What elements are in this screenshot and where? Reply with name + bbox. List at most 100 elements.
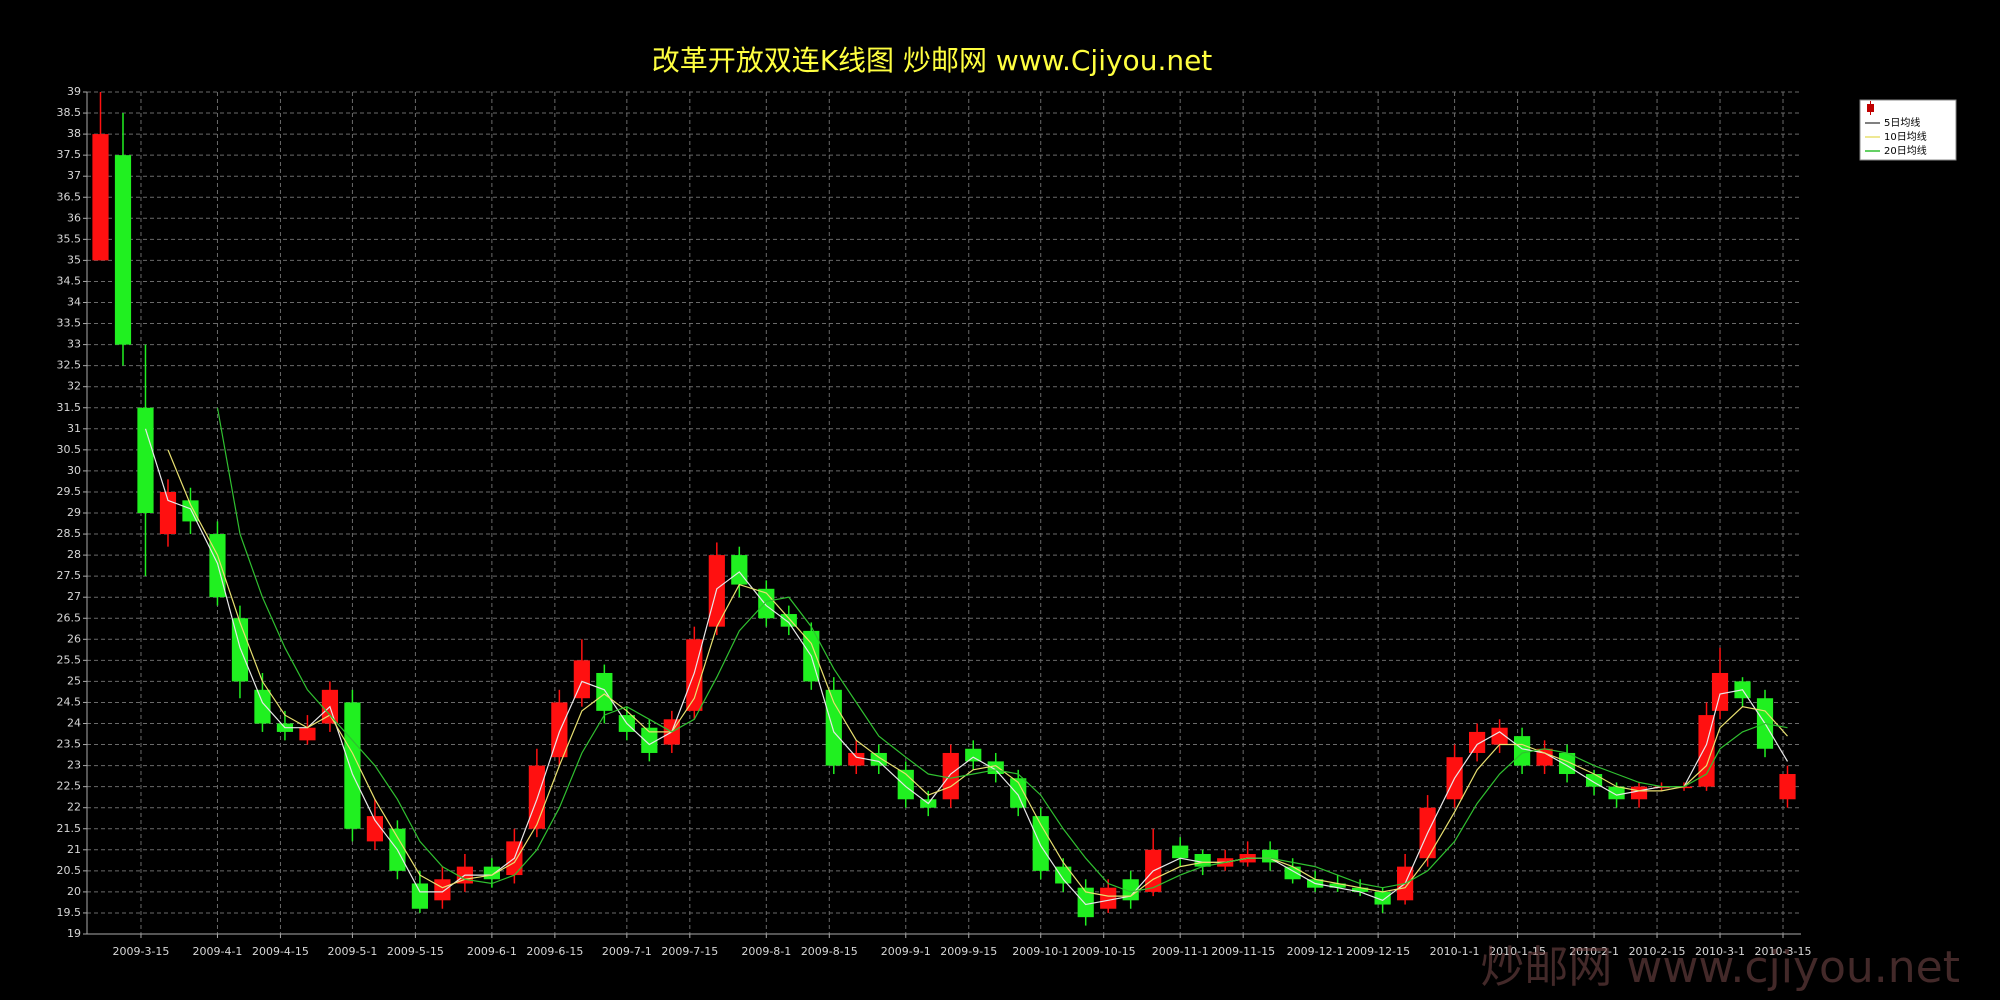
candle-body [758, 588, 775, 619]
candle-body [483, 866, 500, 880]
candle-body [942, 752, 959, 800]
y-tick-label: 36 [67, 211, 81, 224]
candle-body [1284, 866, 1301, 880]
candle-body [1585, 774, 1603, 787]
x-tick-label: 2009-7-15 [661, 945, 718, 958]
legend-label: 5日均线 [1884, 116, 1920, 129]
y-tick-label: 21 [67, 843, 81, 856]
candle-body [344, 702, 361, 829]
y-tick-label: 24 [67, 717, 81, 730]
y-tick-label: 31 [67, 422, 81, 435]
x-tick-label: 2010-3-15 [1755, 945, 1812, 958]
x-tick-label: 2009-5-15 [387, 945, 444, 958]
legend-label: 10日均线 [1884, 130, 1927, 143]
y-tick-label: 29.5 [57, 485, 82, 498]
candle-body [641, 727, 658, 753]
x-tick-label: 2009-10-1 [1012, 945, 1069, 958]
x-tick-label: 2009-6-15 [526, 945, 583, 958]
x-tick-label: 2010-3-1 [1695, 945, 1745, 958]
y-tick-label: 34 [67, 296, 81, 309]
y-tick-label: 29 [67, 506, 81, 519]
candle-body [1329, 883, 1346, 888]
candle-body [1374, 891, 1391, 905]
candle-body [114, 155, 132, 345]
candle-body [1077, 887, 1094, 918]
y-tick-label: 28.5 [57, 527, 82, 540]
y-tick-label: 21.5 [57, 822, 82, 835]
x-tick-label: 2009-9-1 [881, 945, 931, 958]
ma-line [167, 449, 1788, 897]
y-tick-label: 19 [67, 927, 81, 940]
candle-body [870, 752, 887, 766]
x-tick-label: 2009-12-15 [1346, 945, 1410, 958]
candle-body [92, 134, 109, 261]
y-tick-label: 36.5 [57, 190, 82, 203]
candle-body [137, 407, 154, 513]
chart-title: 改革开放双连K线图 炒邮网 www.Cjiyou.net [652, 44, 1213, 77]
candle-body [528, 765, 545, 829]
y-tick-label: 25.5 [57, 653, 82, 666]
candle-body [1513, 736, 1531, 766]
x-tick-label: 2009-5-1 [327, 945, 377, 958]
candle-body [1468, 731, 1486, 753]
y-tick-label: 26 [67, 632, 81, 645]
legend-box [1859, 99, 1957, 161]
candle-body [1032, 816, 1049, 871]
candle-body [848, 752, 865, 766]
y-tick-label: 22 [67, 801, 81, 814]
ma-line [144, 428, 1789, 906]
y-tick-label: 26.5 [57, 611, 82, 624]
x-tick-label: 2009-4-1 [192, 945, 242, 958]
y-tick-label: 35.5 [57, 232, 82, 245]
y-tick-label: 39 [67, 85, 81, 98]
legend-label: 20日均线 [1884, 144, 1927, 157]
y-tick-label: 33.5 [57, 317, 82, 330]
y-tick-label: 23.5 [57, 738, 82, 751]
x-tick-label: 2009-8-15 [801, 945, 858, 958]
candle-body [434, 879, 451, 901]
candle-body [1630, 786, 1648, 800]
candle-body [1491, 727, 1508, 745]
y-tick-label: 38.5 [57, 106, 82, 119]
candle-body [1352, 887, 1369, 892]
candle-body [731, 555, 748, 585]
candle-body [1536, 748, 1553, 766]
y-tick-label: 35 [67, 253, 81, 266]
y-tick-label: 23 [67, 759, 81, 772]
x-tick-label: 2010-1-15 [1489, 945, 1546, 958]
y-tick-label: 34.5 [57, 274, 82, 287]
candle-body [1194, 854, 1211, 867]
x-tick-label: 2009-8-1 [741, 945, 791, 958]
candle-body [254, 689, 271, 724]
candle-body [987, 761, 1004, 775]
candle-body [1675, 786, 1693, 789]
y-tick-label: 25 [67, 674, 81, 687]
y-tick-label: 38 [67, 127, 81, 140]
x-tick-label: 2009-9-15 [940, 945, 997, 958]
y-tick-label: 37.5 [57, 148, 82, 161]
x-tick-label: 2009-11-15 [1211, 945, 1275, 958]
x-tick-label: 2009-7-1 [602, 945, 652, 958]
watermark: 炒邮网 www.cjiyou.net [1480, 942, 1960, 993]
y-tick-label: 30.5 [57, 443, 82, 456]
candle-body [366, 816, 384, 842]
y-tick-label: 37 [67, 169, 81, 182]
y-tick-label: 27.5 [57, 569, 82, 582]
y-tick-label: 20.5 [57, 864, 82, 877]
candle-body [1711, 672, 1729, 711]
x-tick-label: 2009-4-15 [252, 945, 309, 958]
candle-body [1100, 887, 1117, 909]
candle-body [299, 727, 316, 741]
candle-body [1122, 879, 1139, 901]
y-tick-label: 31.5 [57, 401, 82, 414]
y-tick-label: 33 [67, 338, 81, 351]
candle-body [1779, 774, 1796, 800]
candle-body [159, 491, 177, 535]
candle-body [1010, 778, 1027, 808]
candle-body [573, 660, 590, 699]
candle-body [1172, 845, 1189, 859]
